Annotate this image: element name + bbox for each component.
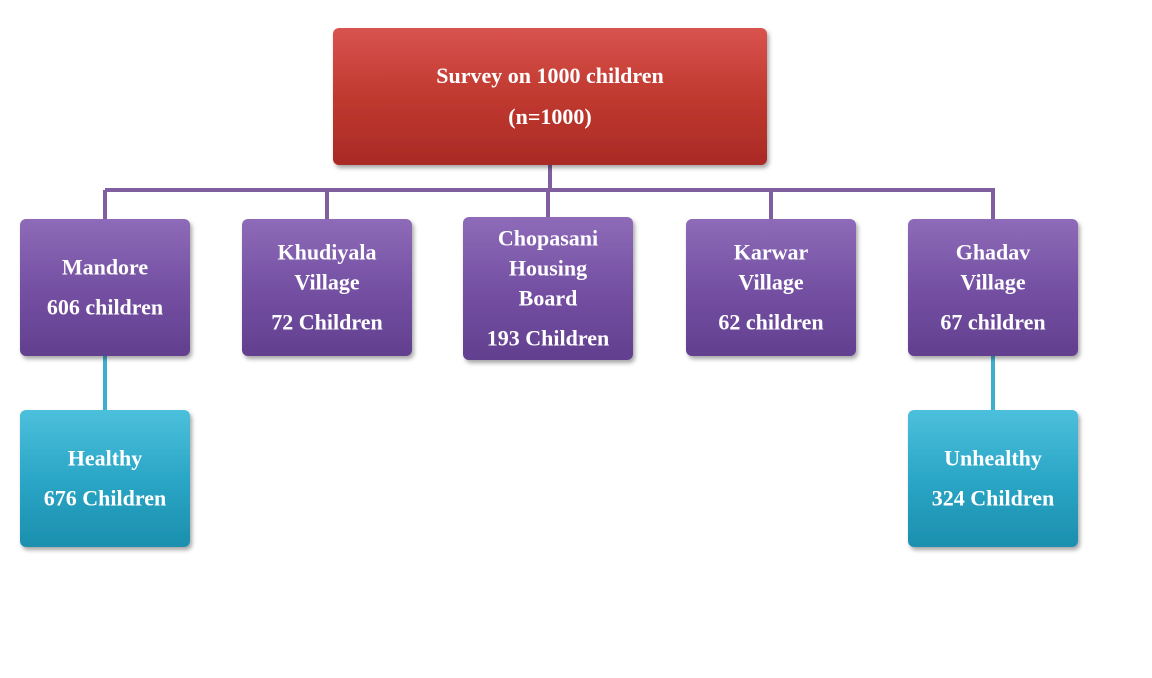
node-label: Village <box>294 270 359 295</box>
node-label: Housing <box>509 256 587 281</box>
node-box <box>908 219 1078 356</box>
node-box <box>333 28 767 165</box>
node-box <box>20 219 190 356</box>
node-label: 676 Children <box>44 486 166 511</box>
node-label: Unhealthy <box>944 446 1042 471</box>
node-label: Village <box>960 270 1025 295</box>
node-label: Survey on 1000 children <box>436 63 664 88</box>
node-box <box>908 410 1078 547</box>
node-label: Board <box>519 286 578 311</box>
node-label: Mandore <box>62 255 149 280</box>
node-label: 72 Children <box>271 310 382 335</box>
node-label: Village <box>738 270 803 295</box>
node-label: 606 children <box>47 295 163 320</box>
node-label: Healthy <box>68 446 143 471</box>
node-box <box>20 410 190 547</box>
node-label: Karwar <box>734 240 809 265</box>
node-box <box>463 217 633 360</box>
node-label: 67 children <box>940 310 1045 335</box>
node-label: 62 children <box>718 310 823 335</box>
node-label: Chopasani <box>498 226 598 251</box>
node-label: 193 Children <box>487 326 609 351</box>
connector <box>103 165 995 219</box>
connectors <box>103 165 995 410</box>
node-label: (n=1000) <box>508 104 591 129</box>
node-label: Ghadav <box>956 240 1031 265</box>
node-label: 324 Children <box>932 486 1054 511</box>
nodes: Survey on 1000 children (n=1000) Mandore 60… <box>20 28 1078 547</box>
node-box <box>242 219 412 356</box>
node-box <box>686 219 856 356</box>
connector <box>103 356 995 410</box>
node-label: Khudiyala <box>277 240 376 265</box>
